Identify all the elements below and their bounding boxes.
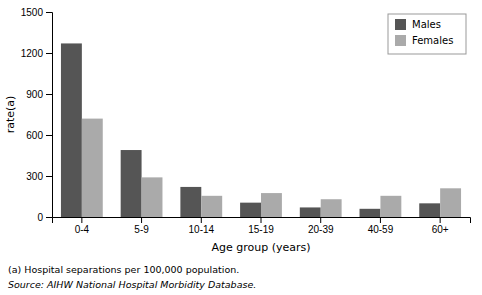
- legend-item: Males: [395, 19, 441, 30]
- legend-swatch: [395, 35, 406, 46]
- tick-label: 600: [26, 130, 43, 141]
- legend-item: Females: [395, 35, 453, 46]
- tick-mark: [440, 217, 441, 223]
- y-axis-title: rate(a): [4, 96, 17, 134]
- bar: [61, 43, 82, 217]
- chart: 0 300 600 900 1200 1500 0-4 5-9 10-14 15-19 20-39 4…: [0, 0, 482, 295]
- x-axis-title: Age group (years): [211, 241, 310, 254]
- tick-mark: [261, 217, 262, 223]
- bars: [61, 43, 461, 217]
- legend-frame: [388, 14, 466, 54]
- bar: [240, 203, 261, 217]
- bar: [360, 209, 381, 217]
- tick: 40-59: [368, 217, 394, 235]
- plot: 0 300 600 900 1200 1500 0-4 5-9 10-14 15-19 20-39 4…: [21, 7, 471, 235]
- bar: [380, 196, 401, 217]
- tick: 20-39: [308, 217, 334, 235]
- tick-mark: [46, 12, 52, 13]
- tick-label: 1500: [21, 7, 44, 18]
- tick: 15-19: [248, 217, 274, 235]
- tick-label: 10-14: [188, 224, 214, 235]
- x-axis: 0-4 5-9 10-14 15-19 20-39 40-59 60+: [53, 217, 471, 235]
- tick: 10-14: [188, 217, 214, 235]
- tick-mark: [380, 217, 381, 223]
- tick-mark: [46, 135, 52, 136]
- footnote: Source: AIHW National Hospital Morbidity…: [8, 279, 256, 290]
- footnote: (a) Hospital separations per 100,000 pop…: [8, 264, 239, 275]
- tick-label: 900: [26, 89, 43, 100]
- tick: 60+: [432, 217, 449, 235]
- bar: [440, 188, 461, 217]
- axis-line: [53, 218, 471, 224]
- bar-series: [82, 119, 461, 217]
- bar: [419, 203, 440, 217]
- tick-mark: [46, 176, 52, 177]
- tick: 1500: [21, 7, 52, 18]
- tick-label: 60+: [432, 224, 449, 235]
- tick-label: 20-39: [308, 224, 334, 235]
- tick-label: 5-9: [134, 224, 149, 235]
- tick-label: 0: [37, 212, 43, 223]
- tick-label: 0-4: [75, 224, 90, 235]
- legend-swatch: [395, 19, 406, 30]
- tick-label: 1200: [21, 48, 44, 59]
- tick: 5-9: [134, 217, 149, 235]
- tick-mark: [46, 53, 52, 54]
- legend: Males Females: [388, 14, 466, 54]
- y-axis: 0 300 600 900 1200 1500: [21, 7, 53, 223]
- bar: [82, 119, 103, 217]
- tick-mark: [46, 94, 52, 95]
- tick: 1200: [21, 48, 52, 59]
- tick: 600: [26, 130, 52, 141]
- bar: [321, 199, 342, 217]
- tick: 900: [26, 89, 52, 100]
- tick: 300: [26, 171, 52, 182]
- tick-mark: [141, 217, 142, 223]
- legend-label: Females: [412, 35, 453, 46]
- bar: [201, 196, 222, 217]
- bar: [180, 187, 201, 217]
- axis-line: [46, 13, 53, 218]
- tick-mark: [201, 217, 202, 223]
- tick-label: 40-59: [368, 224, 394, 235]
- tick-mark: [320, 217, 321, 223]
- bar: [121, 150, 142, 217]
- legend-label: Males: [412, 19, 441, 30]
- tick: 0: [37, 212, 52, 223]
- bar: [142, 177, 163, 217]
- tick-mark: [46, 217, 52, 218]
- bar: [261, 193, 282, 217]
- tick-mark: [81, 217, 82, 223]
- bar-series: [61, 43, 440, 217]
- tick-label: 15-19: [248, 224, 274, 235]
- tick-label: 300: [26, 171, 43, 182]
- bar: [300, 207, 321, 217]
- tick: 0-4: [75, 217, 90, 235]
